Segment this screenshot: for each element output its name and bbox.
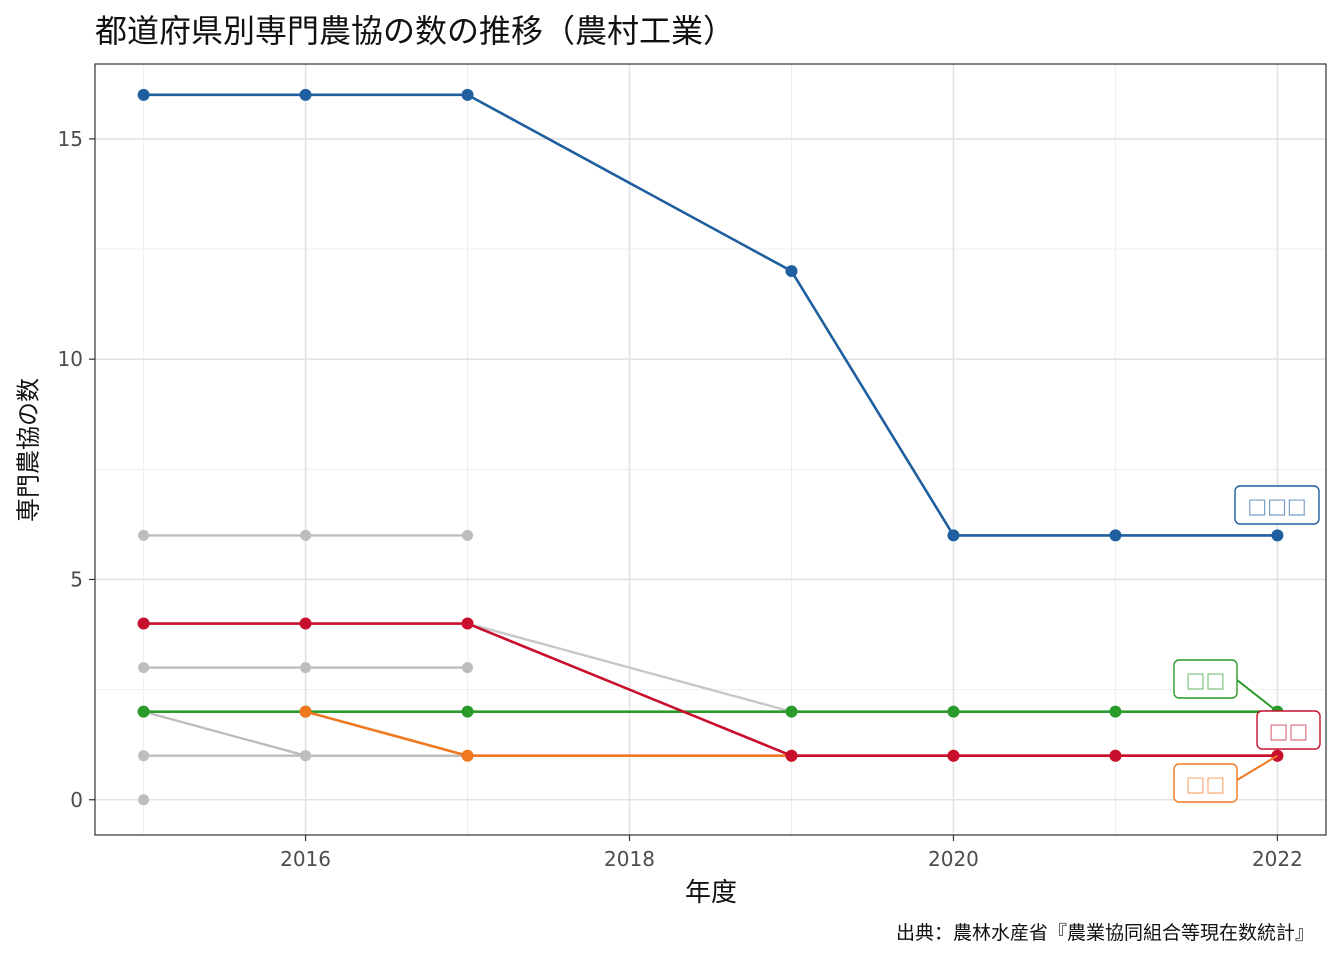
- series-2-point: [137, 617, 150, 630]
- series-3-point: [299, 705, 312, 718]
- series-1-point: [461, 705, 474, 718]
- series-0-point: [785, 265, 798, 278]
- series-0: [137, 88, 1284, 542]
- series-1-point: [1109, 705, 1122, 718]
- chart-caption: 出典：農林水産省『農業協同組合等現在数統計』: [895, 922, 1314, 944]
- series-2-point: [1109, 749, 1122, 762]
- x-tick-label: 2020: [928, 847, 979, 871]
- x-tick-label: 2016: [280, 847, 331, 871]
- background-series-line: [467, 622, 792, 713]
- background-series-point: [138, 750, 150, 762]
- series-0-point: [1109, 529, 1122, 542]
- series-0-point: [947, 529, 960, 542]
- series-label: □□: [1269, 719, 1309, 743]
- background-series-point: [138, 662, 150, 674]
- chart-title: 都道府県別専門農協の数の推移（農村工業）: [95, 12, 736, 50]
- series-2-point: [461, 617, 474, 630]
- series-0-point: [461, 88, 474, 101]
- series-2-point: [947, 749, 960, 762]
- background-series: [138, 529, 474, 541]
- series-3-point: [461, 749, 474, 762]
- series-label-box: [1256, 710, 1321, 750]
- background-series-point: [300, 662, 312, 674]
- series-2-point: [785, 749, 798, 762]
- background-series: [138, 529, 797, 806]
- y-tick-label: 5: [70, 567, 83, 591]
- background-series-point: [138, 529, 150, 541]
- series-1-point: [137, 705, 150, 718]
- series-label-connector: [1236, 754, 1278, 781]
- series-label-connector: [1236, 679, 1279, 713]
- series-label-box: [1173, 659, 1238, 699]
- y-tick-label: 10: [58, 347, 83, 371]
- background-series: [138, 794, 150, 806]
- series-2-point: [299, 617, 312, 630]
- y-tick-label: 0: [70, 788, 83, 812]
- background-series-point: [462, 529, 474, 541]
- background-series-point: [300, 529, 312, 541]
- series-label: □□: [1186, 668, 1226, 692]
- x-tick-label: 2018: [604, 847, 655, 871]
- plot-panel-border: [94, 63, 1327, 836]
- highlight-series: [137, 88, 1284, 762]
- series-label-box: [1173, 763, 1238, 803]
- series-0-point: [137, 88, 150, 101]
- series-label: □□: [1186, 772, 1226, 796]
- axis-ticks: 0 5 10 15 2016 2018 2020 2022: [58, 127, 1303, 871]
- background-series: [138, 662, 474, 674]
- series-label: □□□: [1247, 494, 1307, 518]
- background-series-point: [300, 750, 312, 762]
- series-0-point: [299, 88, 312, 101]
- series-0-point: [1271, 529, 1284, 542]
- background-series-point: [138, 794, 150, 806]
- y-tick-label: 15: [58, 127, 83, 151]
- series-labels: □□□□□□□□□: [1173, 485, 1321, 803]
- x-tick-label: 2022: [1252, 847, 1303, 871]
- x-axis-label: 年度: [684, 878, 738, 908]
- series-label-box: [1234, 485, 1320, 525]
- grid: [95, 64, 1326, 835]
- background-series-point: [462, 662, 474, 674]
- series-1-point: [947, 705, 960, 718]
- series-1-point: [785, 705, 798, 718]
